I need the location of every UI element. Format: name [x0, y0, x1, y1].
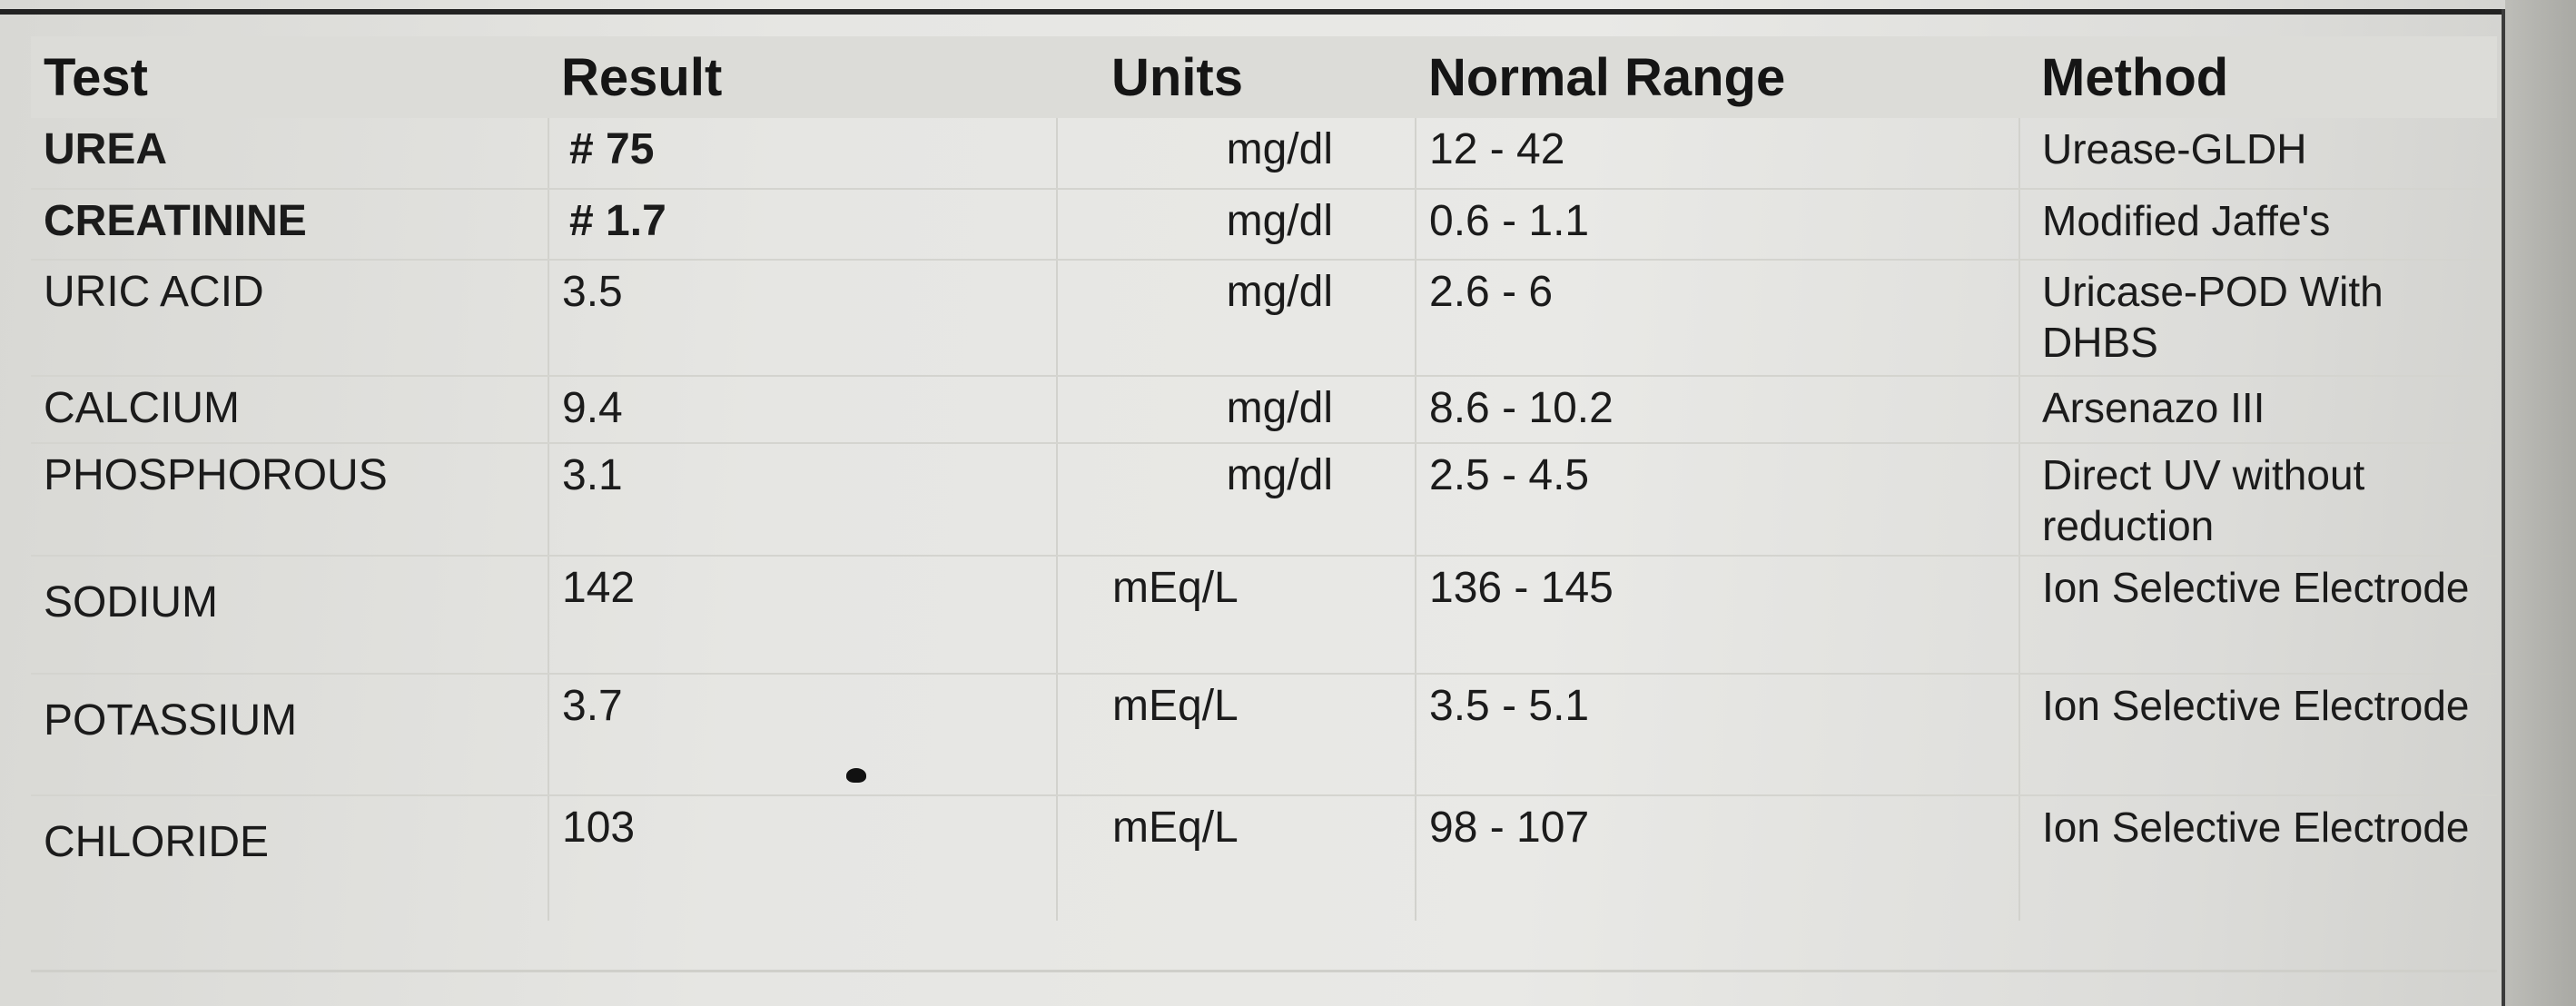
- test-name: SODIUM: [31, 556, 549, 675]
- table-header-row: Test Result Units Normal Range Method: [31, 36, 2497, 118]
- bottom-border-line: [31, 970, 2497, 972]
- test-units: mg/dl: [1057, 260, 1416, 377]
- test-units: mg/dl: [1057, 118, 1416, 190]
- test-normal-range: 136 - 145: [1416, 556, 2020, 675]
- test-result: 3.5: [548, 260, 1058, 377]
- table-row: CHLORIDE 103 mEq/L 98 - 107 Ion Selectiv…: [31, 795, 2497, 921]
- test-result: 3.7: [548, 674, 1058, 796]
- test-units: mEq/L: [1057, 556, 1416, 675]
- header-units: Units: [1057, 36, 1416, 118]
- test-units: mg/dl: [1057, 189, 1416, 261]
- test-normal-range: 2.6 - 6: [1416, 260, 2020, 377]
- test-units: mEq/L: [1057, 795, 1416, 921]
- test-name: CREATININE: [31, 189, 549, 261]
- test-method: Direct UV without reduction: [2019, 443, 2497, 557]
- header-normal-range: Normal Range: [1416, 36, 2019, 118]
- test-name: UREA: [31, 118, 549, 190]
- test-normal-range: 98 - 107: [1416, 795, 2020, 921]
- page-edge-shadow: [2505, 0, 2576, 1006]
- header-result: Result: [548, 36, 1057, 118]
- header-method: Method: [2019, 36, 2497, 118]
- test-result: # 1.7: [548, 189, 1058, 261]
- test-units: mg/dl: [1057, 443, 1416, 557]
- table-row: URIC ACID 3.5 mg/dl 2.6 - 6 Uricase-POD …: [31, 260, 2497, 377]
- test-method: Urease-GLDH: [2019, 118, 2497, 190]
- test-normal-range: 2.5 - 4.5: [1416, 443, 2020, 557]
- table-row: SODIUM 142 mEq/L 136 - 145 Ion Selective…: [31, 556, 2497, 675]
- test-method: Modified Jaffe's: [2019, 189, 2497, 261]
- test-normal-range: 3.5 - 5.1: [1416, 674, 2020, 796]
- table-row: POTASSIUM 3.7 mEq/L 3.5 - 5.1 Ion Select…: [31, 674, 2497, 796]
- table-row: UREA # 75 mg/dl 12 - 42 Urease-GLDH: [31, 118, 2497, 190]
- test-result: 142: [548, 556, 1058, 675]
- table-row: CALCIUM 9.4 mg/dl 8.6 - 10.2 Arsenazo II…: [31, 376, 2497, 444]
- test-name: PHOSPHOROUS: [31, 443, 549, 557]
- test-method: Uricase-POD With DHBS: [2019, 260, 2497, 377]
- test-result: 103: [548, 795, 1058, 921]
- ink-speck: [846, 768, 866, 783]
- test-method: Arsenazo III: [2019, 376, 2497, 444]
- lab-results-table: Test Result Units Normal Range Method UR…: [31, 36, 2497, 921]
- test-name: CHLORIDE: [31, 795, 549, 921]
- test-name: URIC ACID: [31, 260, 549, 377]
- table-row: CREATININE # 1.7 mg/dl 0.6 - 1.1 Modifie…: [31, 189, 2497, 261]
- header-test: Test: [31, 36, 548, 118]
- test-method: Ion Selective Electrode: [2019, 674, 2497, 796]
- test-method: Ion Selective Electrode: [2019, 556, 2497, 675]
- test-result: 9.4: [548, 376, 1058, 444]
- test-name: POTASSIUM: [31, 674, 549, 796]
- test-units: mg/dl: [1057, 376, 1416, 444]
- test-name: CALCIUM: [31, 376, 549, 444]
- top-border-line: [0, 9, 2506, 15]
- test-result: 3.1: [548, 443, 1058, 557]
- test-method: Ion Selective Electrode: [2042, 804, 2470, 851]
- right-border-line: [2502, 9, 2505, 1006]
- test-normal-range: 12 - 42: [1416, 118, 2020, 190]
- test-units: mEq/L: [1057, 674, 1416, 796]
- test-normal-range: 0.6 - 1.1: [1416, 189, 2020, 261]
- test-result: # 75: [548, 118, 1058, 190]
- table-row: PHOSPHOROUS 3.1 mg/dl 2.5 - 4.5 Direct U…: [31, 443, 2497, 557]
- test-normal-range: 8.6 - 10.2: [1416, 376, 2020, 444]
